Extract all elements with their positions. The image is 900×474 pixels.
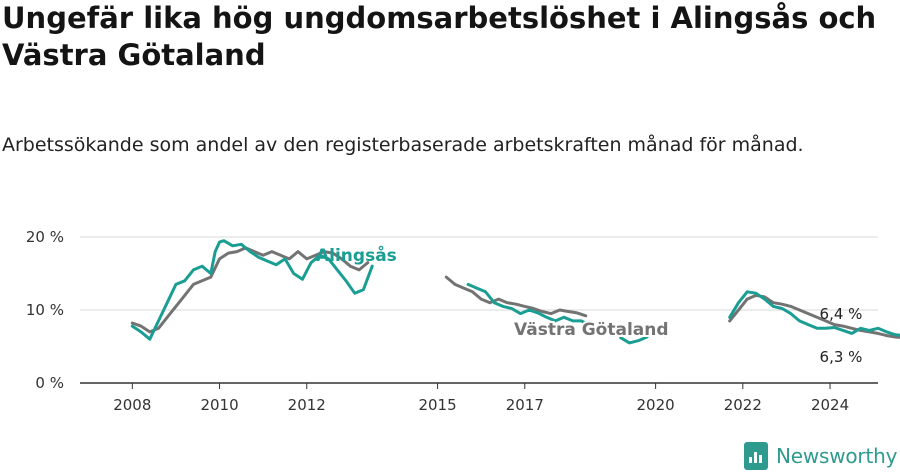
chart-title: Ungefär lika hög ungdomsarbetslöshet i A…	[2, 1, 877, 72]
end-value-alingsas: 6,3 %	[820, 348, 863, 366]
chart-subtitle: Arbetssökande som andel av den registerb…	[2, 134, 804, 156]
x-tick-label: 2022	[724, 396, 762, 414]
x-tick-label: 2012	[288, 396, 326, 414]
newsworthy-logo-icon	[744, 442, 768, 470]
series-label-alingsas: Alingsås	[316, 244, 397, 266]
brand-name: Newsworthy	[776, 444, 898, 468]
x-tick-label: 2015	[418, 396, 456, 414]
x-tick-label: 2010	[200, 396, 238, 414]
x-tick-label: 2017	[506, 396, 544, 414]
x-tick-label: 2008	[113, 396, 151, 414]
x-axis: 2008 2010 2012 2015 2017 2020 2022 2024	[113, 383, 849, 414]
grid-lines	[80, 236, 878, 384]
series-line-alingsas	[130, 239, 900, 345]
series-labels: Alingsås Västra Götaland 6,4 % 6,3 %	[316, 244, 862, 366]
newsworthy-brand[interactable]: Newsworthy	[744, 440, 897, 472]
y-tick-label: 20 %	[26, 228, 64, 246]
x-tick-label: 2020	[637, 396, 675, 414]
x-tick-label: 2024	[811, 396, 849, 414]
y-tick-label: 10 %	[26, 301, 64, 319]
series-lines	[130, 239, 900, 345]
end-value-vastra-gotaland: 6,4 %	[820, 305, 863, 323]
line-chart: 0 % 10 % 20 % 2008 2010 2012 2015 2017 2020 2022…	[26, 228, 900, 414]
y-axis: 0 % 10 % 20 %	[26, 228, 64, 392]
y-tick-label: 0 %	[35, 374, 64, 392]
series-label-vastra-gotaland: Västra Götaland	[514, 320, 669, 340]
